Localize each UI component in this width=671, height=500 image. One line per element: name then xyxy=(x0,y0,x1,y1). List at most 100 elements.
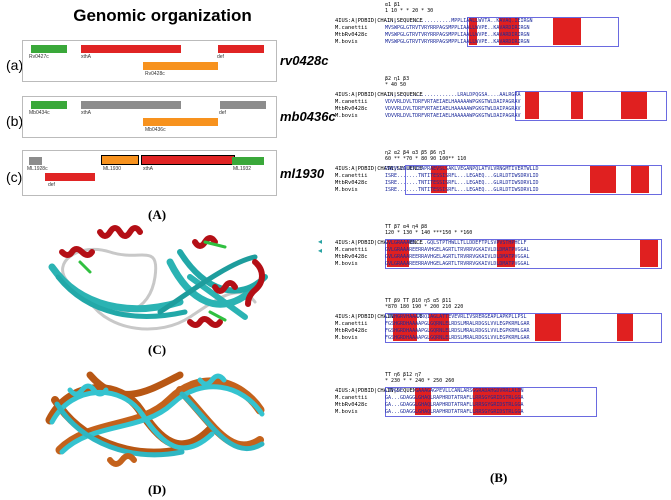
gene-label: ML1930 xyxy=(103,166,122,172)
sequence-row: LTRHGRVHAAAARQIAGLATTEVEVRLIVSRERGEAPLAP… xyxy=(385,314,527,320)
alignment-block-3: η2 α2 β4 α3 β5 β6 η3 60 ** *70 * 80 90 1… xyxy=(335,150,671,220)
gene-track-c: ML1928c def ML1930 xthA ML1932 xyxy=(22,150,277,196)
gene-bar-xtha xyxy=(81,101,181,109)
identical-residue-block xyxy=(617,314,633,341)
sequence-row: MVSWPGLGTRVTVRYRRPAGSMPPLIAALLWVPE..KAVA… xyxy=(385,39,530,45)
species-label: 4IUS:A|PDBID|CHAIN|SEQUENCE xyxy=(335,92,423,98)
sequence-row: ISRE.......TNTITESSISRFL...LEGAEQ...GLRL… xyxy=(385,180,539,186)
gene-label: xthA xyxy=(143,166,154,172)
gene-bar-def xyxy=(220,101,266,109)
species-label: M.bovis xyxy=(335,113,358,119)
row-letter-b: (b) xyxy=(6,113,24,129)
gene-track-a: Rv0427c xthA Rv0428c def xyxy=(22,40,277,82)
species-label: M.bovis xyxy=(335,261,358,267)
gene-name-a: rv0428c xyxy=(280,53,329,68)
species-label: MtbRv0428c xyxy=(335,402,368,408)
sequence-row: GA...GDAGGLGHAQLRAPHRDTATRAFLLRRSGYGRIDS… xyxy=(385,395,524,401)
sequence-row: VDVVRLDVLTDRFVRTAEIAELHAAAAAWPGKGTWLDAIP… xyxy=(385,113,521,119)
sequence-area: LTRHGRVHAAAARQIAGLATTEVEVRLIVSRERGEAPLAP… xyxy=(385,313,670,343)
identical-residue-block xyxy=(473,388,521,415)
conserved-region-box xyxy=(385,313,662,343)
row-letter-c: (c) xyxy=(6,169,23,185)
conserved-region-box xyxy=(385,239,662,269)
panel-letter-d: (D) xyxy=(148,482,167,497)
gene-track-b: Mb0434c xthA Mb0436c def xyxy=(22,96,277,138)
gene-label: ML1932 xyxy=(233,166,252,172)
sequence-area: ......................MPPLIAALLWVTA..KAV… xyxy=(385,17,670,47)
gene-bar-ml1930 xyxy=(101,155,139,165)
panel-letter-b: (B) xyxy=(490,470,508,485)
sequence-area: ........................LRALDPQGSA....AA… xyxy=(385,91,670,121)
position-numbers: * 230 * * 240 * 250 260 xyxy=(385,378,455,384)
position-numbers: * 40 50 xyxy=(385,82,407,88)
secondary-structure-line: TT η6 β12 η7 xyxy=(385,372,422,378)
gene-bar-rv0427c xyxy=(31,45,67,53)
species-label: M.bovis xyxy=(335,409,358,415)
arrow-indicator-icon: ◂ xyxy=(318,246,323,255)
sequence-row: GA...GDAGGLGHAQLRAPHRDTATRAFLLRRSGYGRIDS… xyxy=(385,402,524,408)
identical-residue-block xyxy=(393,314,417,341)
identical-residue-block xyxy=(469,18,477,45)
gene-name-b: mb0436c xyxy=(280,109,336,124)
alignment-block-5: TT β9 TT β10 η5 α5 β11 *870 180 190 * 20… xyxy=(335,298,671,368)
conserved-region-box xyxy=(405,165,662,195)
species-label: MtbRv0428c xyxy=(335,32,368,38)
sequence-area: LTPGDE....GAAAGAGPEVLLCANLARSGGRADAHGDVR… xyxy=(385,387,670,417)
sequence-row: FGSHGRDHAAAAPGLGQRNLELRDSLMRALRDGSLVVLEG… xyxy=(385,321,530,327)
gene-label: Mb0434c xyxy=(29,110,50,116)
row-letter-a: (a) xyxy=(6,57,24,73)
sequence-row: ........................LRALDPQGSA....AA… xyxy=(385,92,521,98)
gene-bar-xtha xyxy=(141,155,235,165)
species-label: 4IUS:A|PDBID|CHAIN|SEQUENCE xyxy=(335,166,423,172)
secondary-structure-line: TT β9 TT β10 η5 α5 β11 xyxy=(385,298,452,304)
identical-residue-block xyxy=(631,166,649,193)
species-label: M.canettii xyxy=(335,25,368,31)
species-label: 4IUS:A|PDBID|CHAIN|SEQUENCE xyxy=(335,388,423,394)
identical-residue-block xyxy=(525,92,539,119)
gene-bar-def xyxy=(218,45,264,53)
sequence-row: FGSHGRDHAAAAPGLGQRNLELRDSLMRALRDGSLVVLEG… xyxy=(385,328,530,334)
gene-bar-rv0428c xyxy=(143,62,218,70)
sequence-row: GVLGRAAAREERRAVHGELAGRTLTRVRRVGKAIVLDLDM… xyxy=(385,247,530,253)
alignment-block-2: β2 η1 β3 * 40 50 4IUS:A|PDBID|CHAIN|SEQU… xyxy=(335,76,671,146)
identical-residue-block xyxy=(387,240,409,267)
gene-bar-def xyxy=(45,173,95,181)
sequence-row: MVSWPGLGTRVTVRYRRPAGSMPPLIAALLWVPE..KAVA… xyxy=(385,32,530,38)
identical-residue-block xyxy=(571,92,583,119)
identical-residue-block xyxy=(415,388,431,415)
sequence-row: PAEVLVALKTIEAPRAEVSLSAKLVEGANPQLATVLVRNG… xyxy=(385,166,539,172)
sequence-row: ......................MPPLIAALLWVTA..KAV… xyxy=(385,18,533,24)
panel-letter-c: (C) xyxy=(148,342,167,357)
gene-label: Mb0436c xyxy=(145,127,166,133)
sequence-row: FGSHGRDHAAAAPGLGQRNLELRDSLMRALRDGSLVVLEG… xyxy=(385,335,530,341)
identical-residue-block xyxy=(535,314,561,341)
gene-bar-mb0436c xyxy=(143,118,218,126)
secondary-structure-line: α1 β1 xyxy=(385,2,401,8)
species-label: MtbRv0428c xyxy=(335,106,368,112)
sequence-area: PAEVLVALKTIEAPRAEVSLSAKLVEGANPQLATVLVRNG… xyxy=(385,165,670,195)
gene-label: xthA xyxy=(81,54,92,60)
sequence-row: VDVVRLDVLTDRFVRTAEIAELHAAAAAWPGKGTWLDAIP… xyxy=(385,99,521,105)
identical-residue-block xyxy=(590,166,616,193)
sequence-row: LTPGDE....GAAAGAGPEVLLCANLARSGGRADAHGDVR… xyxy=(385,388,524,394)
sequence-area: GVLGRAAARE....GQLSTPTHWLLTLLDDEFTPLSVPVS… xyxy=(385,239,670,269)
species-label: M.bovis xyxy=(335,187,358,193)
secondary-structure-line: β2 η1 β3 xyxy=(385,76,410,82)
position-numbers: *870 180 190 * 200 210 220 xyxy=(385,304,464,310)
sequence-row: GA...GDAGGLGHAQLRAPHRDTATRAFLLRRSGYGRIDS… xyxy=(385,409,524,415)
gene-label: def xyxy=(219,110,226,116)
protein-superposition-d xyxy=(45,371,265,467)
alignment-block-1: α1 β1 1 10 * * 20 * 30 4IUS:A|PDBID|CHAI… xyxy=(335,2,671,72)
alignment-block-4: TT β7 α4 η4 β8 120 * 130 * 140 ***150 * … xyxy=(335,224,671,294)
sequence-row: GVLGRAAARE....GQLSTPTHWLLTLLDDEFTPLSVPVS… xyxy=(385,240,527,246)
conserved-region-box xyxy=(385,387,597,417)
gene-bar-ml1932 xyxy=(232,157,264,165)
gene-label: Rv0428c xyxy=(145,71,165,77)
sequence-row: GVLGRAAAREERRAVHGELAGRTLTRVRRVGKAIVLDLDM… xyxy=(385,261,530,267)
alignment-block-6: TT η6 β12 η7 * 230 * * 240 * 250 260 4IU… xyxy=(335,372,671,442)
species-label: M.canettii xyxy=(335,321,368,327)
sequence-row: GVLGRAAAREERRAVHGELAGRTLTRVRRVGKAIVLDLDM… xyxy=(385,254,530,260)
species-label: 4IUS:A|PDBID|CHAIN|SEQUENCE xyxy=(335,240,423,246)
secondary-structure-line: η2 α2 β4 α3 β5 β6 η3 xyxy=(385,150,446,156)
identical-residue-block xyxy=(431,166,447,193)
